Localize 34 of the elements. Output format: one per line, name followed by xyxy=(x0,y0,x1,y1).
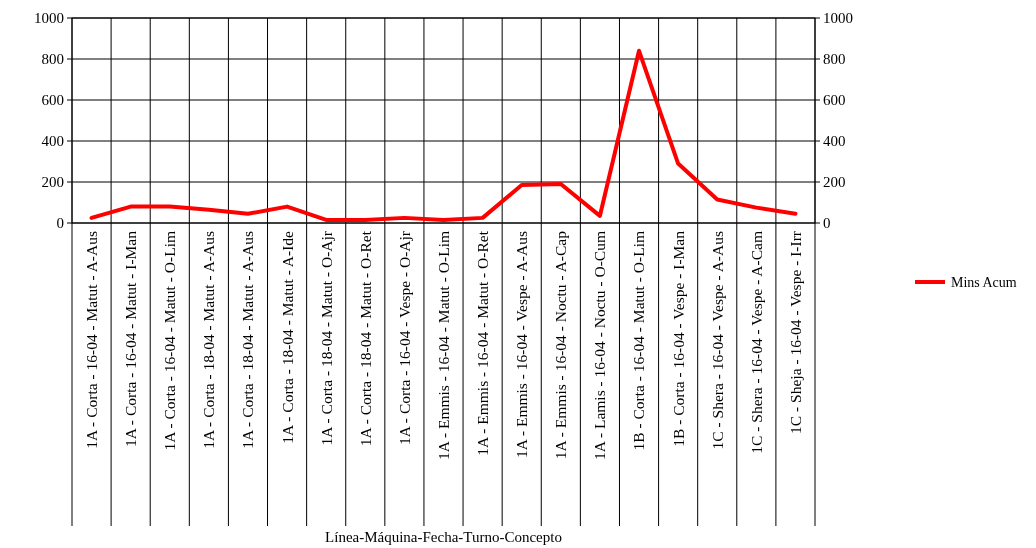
y-tick-label: 0 xyxy=(56,215,64,232)
y-tick-label: 800 xyxy=(41,51,64,68)
y2-tick-label: 0 xyxy=(823,215,831,232)
x-tick-label: 1B - Corta - 16-04 - Matut - O-Lim xyxy=(630,231,648,451)
line-series xyxy=(89,48,798,222)
x-tick-label: 1B - Corta - 16-04 - Vespe - I-Man xyxy=(669,230,687,447)
x-tick-label: 1A - Corta - 18-04 - Matut - A-Ide xyxy=(278,230,296,444)
y2-tick-label: 1000 xyxy=(823,10,853,27)
x-tick-label: 1C - Shera - 16-04 - Vespe - A-Cam xyxy=(747,231,765,454)
x-tick-label: 1A - Corta - 16-04 - Vespe - O-Ajr xyxy=(395,230,413,446)
x-tick-label: 1A - Corta - 16-04 - Matut - I-Man xyxy=(122,230,140,448)
x-tick-label: 1C - Shera - 16-04 - Vespe - A-Aus xyxy=(708,231,726,450)
legend-label: Mins Acum xyxy=(951,274,1017,290)
y2-tick-label: 400 xyxy=(823,133,846,150)
y2-tick-label: 200 xyxy=(823,174,846,191)
x-tick-label: 1A - Emmis - 16-04 - Matut - O-Lim xyxy=(434,231,452,461)
y2-tick-label: 800 xyxy=(823,51,846,68)
x-tick-label: 1A - Corta - 16-04 - Matut - O-Lim xyxy=(161,231,179,451)
x-tick-label: 1A - Emmis - 16-04 - Matut - O-Ret xyxy=(474,230,492,456)
y2-tick-label: 600 xyxy=(823,92,846,109)
x-tick-label: 1A - Corta - 18-04 - Matut - O-Ret xyxy=(356,230,374,447)
x-tick-label: 1A - Corta - 18-04 - Matut - A-Aus xyxy=(200,231,218,449)
x-tick-label: 1A - Corta - 18-04 - Matut - A-Aus xyxy=(239,231,257,449)
x-tick-label: 1C - Sheja - 16-04 - Vespe - I-Irr xyxy=(786,230,804,434)
x-tick-label: 1A - Emmis - 16-04 - Vespe - A-Aus xyxy=(513,231,531,459)
y-tick-label: 200 xyxy=(41,174,64,191)
y-tick-label: 1000 xyxy=(34,10,64,27)
x-tick-label: 1A - Corta - 16-04 - Matut - A-Aus xyxy=(82,231,100,449)
x-tick-label: 1A - Lamis - 16-04 - Noctu - O-Cum xyxy=(591,231,609,461)
x-tick-label: 1A - Corta - 18-04 - Matut - O-Ajr xyxy=(317,230,335,446)
x-axis-title: Línea-Máquina-Fecha-Turno-Concepto xyxy=(325,529,562,545)
y-tick-label: 400 xyxy=(41,133,64,150)
x-tick-label: 1A - Emmis - 16-04 - Noctu - A-Cap xyxy=(552,230,570,460)
y-tick-label: 600 xyxy=(41,92,64,109)
